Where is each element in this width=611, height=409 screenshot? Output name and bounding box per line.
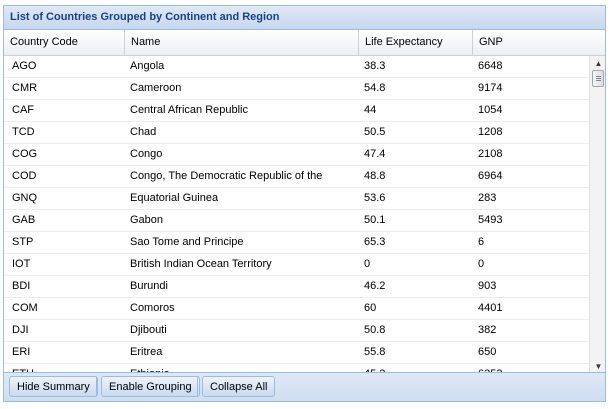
grid-header: Country Code Name Life Expectancy GNP [4,30,589,56]
table-row[interactable]: DJI Djibouti 50.8 382 [4,320,589,342]
table-row[interactable]: ETHEthiopia45.26353 [4,364,589,373]
cell-gnp: 9174 [478,82,503,94]
collapse-all-button[interactable]: Collapse All [202,376,276,397]
cell-gnp: 1054 [478,104,503,116]
cell-life-expectancy: 60 [364,302,377,314]
cell-gnp: 0 [478,258,485,270]
cell-gnp: 6353 [472,364,589,373]
cell-country-code: TCD [12,126,35,138]
cell-life-expectancy: 55.8 [364,346,386,358]
cell-life-expectancy: 38.3 [364,60,386,72]
arrow-up-icon[interactable]: ▲ [594,59,603,68]
cell-gnp: 2108 [478,148,503,160]
cell-name: Cameroon [130,82,182,94]
cell-life-expectancy: 46.2 [364,280,386,292]
cell-gnp: 4401 [478,302,503,314]
bottom-toolbar: Hide Summary Enable Grouping Collapse Al… [4,372,605,401]
cell-country-code: DJI [12,324,29,336]
table-row[interactable]: CAF Central African Republic 44 1054 [4,100,589,122]
cell-country-code: BDI [12,280,31,292]
cell-name: Angola [130,60,165,72]
cell-country-code: CAF [12,104,34,116]
cell-country-code: CMR [12,82,38,94]
cell-country-code: ERI [12,346,31,358]
cell-life-expectancy: 47.4 [364,148,386,160]
cell-country-code: STP [12,236,34,248]
cell-name: Gabon [130,214,164,226]
cell-country-code: AGO [12,60,37,72]
cell-gnp: 1208 [478,126,503,138]
cell-gnp: 650 [478,346,497,358]
table-row[interactable]: COD Congo, The Democratic Republic of the… [4,166,589,188]
cell-country-code: COM [12,302,38,314]
toolbar-separator [197,377,198,396]
cell-life-expectancy: 0 [364,258,371,270]
hide-summary-button[interactable]: Hide Summary [9,376,98,397]
table-row[interactable]: AGO Angola 38.3 6648 [4,56,589,78]
cell-life-expectancy: 50.8 [364,324,386,336]
cell-name: Equatorial Guinea [130,192,219,204]
cell-life-expectancy: 45.2 [358,364,472,373]
column-header-name[interactable]: Name [125,30,359,55]
table-row[interactable]: CMR Cameroon 54.8 9174 [4,78,589,100]
cell-country-code: ETH [6,364,124,373]
cell-gnp: 6648 [478,60,503,72]
table-row[interactable]: COG Congo 47.4 2108 [4,144,589,166]
scrollbar-thumb[interactable] [592,70,604,87]
column-header-life-expectancy[interactable]: Life Expectancy [359,30,473,55]
cell-country-code: GNQ [12,192,38,204]
grid-panel: List of Countries Grouped by Continent a… [3,5,606,402]
cell-gnp: 6 [478,236,485,248]
cell-name: British Indian Ocean Territory [130,258,272,270]
cell-life-expectancy: 48.8 [364,170,386,182]
cell-country-code: COD [12,170,37,182]
cell-country-code: COG [12,148,38,160]
panel-title: List of Countries Grouped by Continent a… [4,6,605,30]
cell-gnp: 903 [478,280,497,292]
grid-body: AGO Angola 38.3 6648 CMR Cameroon 54.8 9174 CAF C… [4,56,589,373]
table-row[interactable]: IOT British Indian Ocean Territory 0 0 [4,254,589,276]
cell-gnp: 5493 [478,214,503,226]
cell-name: Comoros [130,302,175,314]
column-header-gnp[interactable]: GNP [479,36,503,48]
cell-life-expectancy: 54.8 [364,82,386,94]
vertical-scrollbar[interactable]: ▲ ▼ [589,56,605,373]
toolbar-separator [96,377,97,396]
cell-name: Sao Tome and Principe [130,236,244,248]
cell-life-expectancy: 50.1 [364,214,386,226]
cell-life-expectancy: 53.6 [364,192,386,204]
table-row[interactable]: BDI Burundi 46.2 903 [4,276,589,298]
cell-gnp: 283 [478,192,497,204]
table-row[interactable]: STP Sao Tome and Principe 65.3 6 [4,232,589,254]
cell-country-code: GAB [12,214,36,226]
cell-name: Eritrea [130,346,163,358]
cell-name: Central African Republic [130,104,249,116]
cell-name: Ethiopia [124,364,358,373]
cell-name: Congo [130,148,163,160]
cell-life-expectancy: 50.5 [364,126,386,138]
cell-gnp: 6964 [478,170,503,182]
table-row[interactable]: COM Comoros 60 4401 [4,298,589,320]
cell-name: Congo, The Democratic Republic of the [130,170,323,182]
table-row[interactable]: ERI Eritrea 55.8 650 [4,342,589,364]
cell-gnp: 382 [478,324,497,336]
header-filler [589,30,605,56]
cell-name: Chad [130,126,157,138]
enable-grouping-button[interactable]: Enable Grouping [101,376,200,397]
table-row[interactable]: GAB Gabon 50.1 5493 [4,210,589,232]
cell-life-expectancy: 44 [364,104,377,116]
cell-life-expectancy: 65.3 [364,236,386,248]
cell-name: Burundi [130,280,168,292]
table-row[interactable]: GNQ Equatorial Guinea 53.6 283 [4,188,589,210]
column-header-country-code[interactable]: Country Code [4,30,125,55]
table-row[interactable]: TCD Chad 50.5 1208 [4,122,589,144]
cell-name: Djibouti [130,324,167,336]
arrow-down-icon[interactable]: ▼ [594,362,603,371]
cell-country-code: IOT [12,258,31,270]
